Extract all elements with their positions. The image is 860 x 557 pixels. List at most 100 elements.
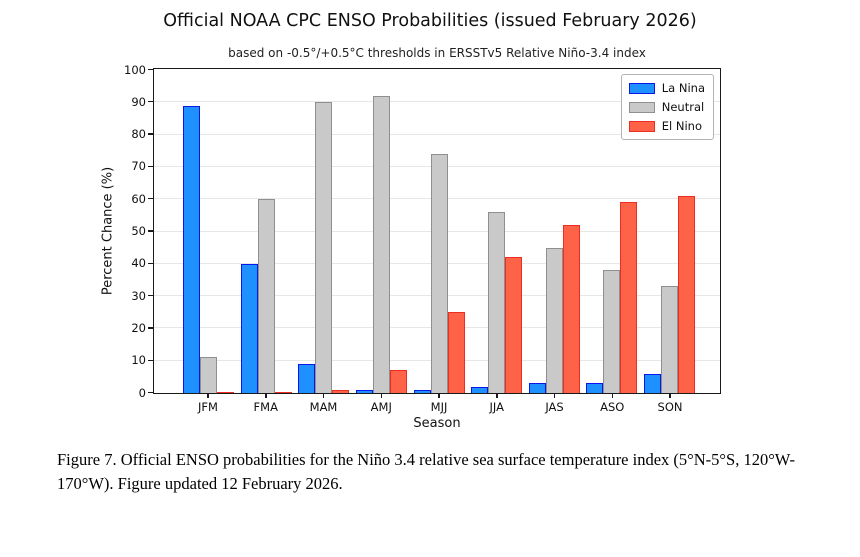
x-tick-son: SON [644, 394, 696, 414]
y-tick-mark [148, 198, 153, 200]
x-tick-mark [265, 394, 267, 398]
y-tick-mark [148, 391, 153, 394]
bar-el-nino-jas [562, 225, 580, 393]
bar-neutral-mjj [430, 153, 448, 393]
x-tick-fma: FMA [240, 394, 292, 414]
bar-la-nina-mjj [413, 389, 431, 393]
y-tick-label: 20 [131, 320, 146, 335]
x-tick-label: MJJ [430, 400, 448, 414]
y-tick-label: 50 [131, 224, 146, 238]
bar-el-nino-mjj [447, 312, 465, 393]
bar-group-son [644, 195, 695, 393]
x-tick-label: ASO [600, 400, 625, 414]
legend-item-neutral: Neutral [628, 100, 705, 114]
bar-neutral-jfm [200, 357, 217, 393]
legend: La Nina Neutral El Nino [620, 74, 714, 140]
y-tick-mark [148, 68, 153, 71]
bar-la-nina-aso [586, 383, 604, 393]
y-tick-mark [148, 133, 153, 135]
bar-group-jas [528, 225, 580, 393]
x-tick-mark [611, 394, 613, 398]
x-tick-jja: JJA [471, 394, 523, 414]
bar-group-mam [298, 102, 350, 393]
y-tick-mark [148, 327, 153, 329]
x-tick-label: FMA [253, 400, 278, 414]
bar-groups [154, 69, 720, 393]
figure-caption: Figure 7. Official ENSO probabilities fo… [57, 450, 795, 493]
bar-neutral-jas [545, 247, 563, 393]
legend-swatch-el-nino [628, 120, 655, 132]
bar-el-nino-fma [274, 391, 292, 393]
chart-title: Official NOAA CPC ENSO Probabilities (is… [163, 11, 697, 31]
x-tick-label: SON [657, 400, 683, 414]
bar-group-aso [586, 202, 638, 393]
bar-group-fma [240, 199, 292, 393]
x-tick-mark [669, 394, 671, 398]
x-tick-label: JFM [198, 400, 218, 414]
legend-item-la-nina: La Nina [628, 81, 705, 95]
x-tick-jfm: JFM [182, 394, 234, 414]
y-tick-label: 40 [131, 256, 146, 271]
bar-el-nino-mam [332, 389, 350, 393]
bar-neutral-amj [372, 95, 390, 393]
x-tick-mark [438, 394, 440, 398]
x-tick-aso: ASO [586, 394, 638, 414]
x-tick-mark [380, 394, 382, 398]
bar-neutral-fma [257, 199, 275, 393]
bar-group-mjj [413, 153, 465, 393]
x-tick-mark [322, 394, 325, 398]
bar-la-nina-jfm [183, 105, 200, 393]
y-tick-label: 100 [124, 62, 146, 77]
x-axis-ticks: JFM FMA MAM AMJ MJJ JJA JAS ASO SON [153, 394, 721, 414]
bar-el-nino-son [678, 195, 695, 393]
bar-neutral-jja [488, 212, 506, 393]
bar-la-nina-son [644, 373, 661, 393]
x-tick-label: AMJ [370, 400, 392, 414]
bar-la-nina-jja [471, 386, 489, 393]
x-tick-amj: AMJ [355, 394, 407, 414]
plot-area: La Nina Neutral El Nino [153, 68, 721, 394]
gridline [154, 101, 720, 103]
bar-el-nino-jfm [217, 391, 234, 393]
y-tick-mark [148, 101, 153, 103]
bar-la-nina-fma [240, 263, 258, 393]
y-tick-mark [148, 165, 153, 168]
x-tick-mark [553, 394, 556, 398]
y-tick-label: 80 [131, 127, 146, 142]
legend-label: Neutral [661, 100, 705, 114]
gridline [154, 133, 720, 135]
x-tick-label: MAM [309, 400, 338, 414]
y-tick-label: 10 [131, 353, 146, 368]
x-tick-label: JJA [489, 400, 504, 414]
bar-neutral-son [661, 286, 678, 393]
y-tick-label: 90 [131, 94, 146, 109]
x-tick-mark [496, 394, 498, 398]
bar-la-nina-amj [355, 389, 373, 393]
legend-label: El Nino [661, 119, 702, 133]
bar-la-nina-mam [298, 363, 316, 393]
y-tick-label: 60 [131, 191, 146, 206]
legend-label: La Nina [661, 81, 705, 95]
bar-group-amj [355, 95, 407, 393]
legend-swatch-la-nina [628, 82, 655, 94]
x-tick-label: JAS [545, 400, 564, 414]
bar-la-nina-jas [528, 383, 546, 393]
y-tick-mark [148, 230, 153, 232]
y-tick-mark [148, 359, 153, 361]
bar-neutral-mam [315, 102, 333, 393]
bar-group-jfm [183, 105, 234, 393]
y-tick-mark [148, 262, 153, 264]
y-tick-label: 70 [131, 159, 146, 174]
chart-subtitle: based on -0.5°/+0.5°C thresholds in ERSS… [228, 46, 646, 60]
x-tick-mark [207, 394, 209, 398]
y-tick-mark [148, 294, 153, 297]
bar-el-nino-aso [620, 202, 638, 393]
x-tick-jas: JAS [529, 394, 581, 414]
y-tick-label: 30 [131, 288, 146, 303]
x-tick-mam: MAM [298, 394, 350, 414]
x-axis-title: Season [413, 416, 461, 431]
bar-el-nino-jja [505, 257, 523, 393]
x-tick-mjj: MJJ [413, 394, 465, 414]
legend-item-el-nino: El Nino [628, 119, 705, 133]
